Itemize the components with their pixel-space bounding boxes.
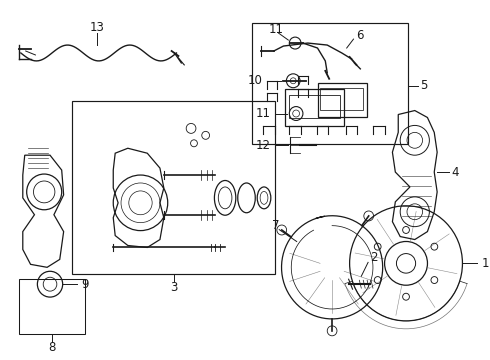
Text: 10: 10 <box>248 74 263 87</box>
Text: 4: 4 <box>452 166 459 179</box>
Bar <box>73 100 275 274</box>
Bar <box>320 88 363 110</box>
Text: 11: 11 <box>256 107 271 120</box>
Bar <box>289 95 340 118</box>
Text: 3: 3 <box>170 281 177 294</box>
Text: 7: 7 <box>271 219 279 232</box>
Bar <box>318 83 367 117</box>
Text: 1: 1 <box>482 257 490 270</box>
Text: 8: 8 <box>49 341 56 354</box>
Text: 2: 2 <box>370 251 377 264</box>
Text: 9: 9 <box>81 278 89 291</box>
Text: 5: 5 <box>420 79 428 92</box>
Bar <box>19 279 85 334</box>
Text: 11: 11 <box>269 23 284 36</box>
Bar <box>252 23 408 144</box>
Text: 13: 13 <box>89 21 104 34</box>
Bar <box>285 89 344 126</box>
Text: 6: 6 <box>356 29 364 42</box>
Text: 12: 12 <box>256 139 271 152</box>
